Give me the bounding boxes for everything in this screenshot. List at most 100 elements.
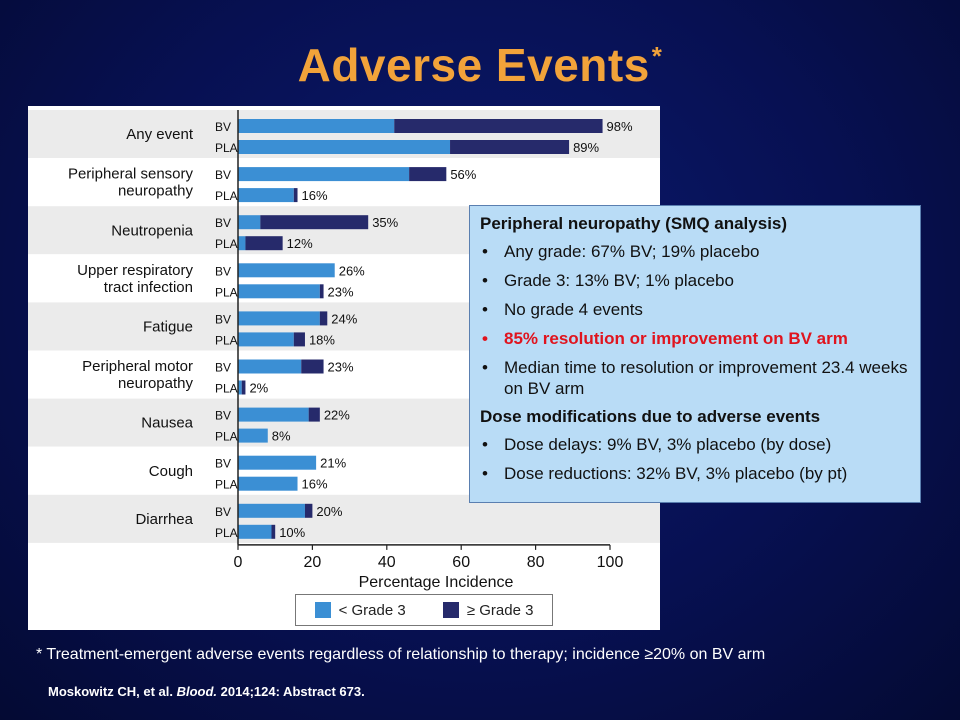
bar-segment [271,524,276,539]
legend-item-ge-grade3: ≥ Grade 3 [442,601,534,619]
citation-journal: Blood. [176,684,218,699]
data-label: 12% [287,236,313,251]
bar-segment [238,311,320,326]
data-label: 56% [450,167,476,182]
data-label: 35% [372,215,398,230]
neuropathy-bullet-item: No grade 4 events [480,299,910,320]
neuropathy-info-box: Peripheral neuropathy (SMQ analysis) Any… [469,205,921,503]
arm-label: BV [215,312,231,326]
info-heading-dose: Dose modifications due to adverse events [480,407,821,426]
x-tick-label: 100 [597,554,624,571]
data-label: 26% [339,263,365,278]
bar-segment [301,359,324,374]
arm-label: PLA [215,478,238,492]
category-label: Diarrhea [135,511,193,528]
data-label: 8% [272,429,291,444]
citation: Moskowitz CH, et al. Blood. 2014;124: Ab… [48,684,365,699]
category-label: Any event [126,126,194,143]
bar-segment [293,332,305,347]
data-label: 22% [324,408,350,423]
bar-segment [238,503,305,518]
x-axis-title: Percentage Incidence [359,574,514,591]
neuropathy-bullet-item: Any grade: 67% BV; 19% placebo [480,241,910,262]
arm-label: PLA [215,526,238,540]
category-label: Peripheral motor neuropathy [82,358,193,392]
data-label: 10% [279,525,305,540]
bar-segment [238,332,294,347]
title-asterisk: * [651,40,663,71]
data-label: 98% [607,119,633,134]
neuropathy-bullet-item: 85% resolution or improvement on BV arm [480,328,910,349]
bar-segment [450,140,570,154]
bar-segment [238,407,309,422]
bar-segment [238,188,294,203]
arm-label: PLA [215,141,238,155]
bar-segment [394,119,603,133]
bar-segment [245,236,283,251]
data-label: 89% [573,140,599,155]
bar-segment [319,284,324,299]
data-label: 23% [328,284,354,299]
data-label: 2% [249,381,268,396]
arm-label: PLA [215,333,238,347]
bar-segment [238,215,261,230]
arm-label: BV [215,168,231,182]
bar-segment [238,236,246,251]
dose-bullet-item: Dose delays: 9% BV, 3% placebo (by dose) [480,434,910,455]
data-label: 21% [320,456,346,471]
bar-segment [238,428,268,443]
arm-label: PLA [215,237,238,251]
category-label: Upper respiratory tract infection [77,262,193,296]
arm-label: BV [215,361,231,375]
arm-label: BV [215,505,231,519]
category-label: Neutropenia [111,222,193,239]
arm-label: PLA [215,430,238,444]
citation-details: 2014;124: Abstract 673. [220,684,365,699]
info-list-neuropathy: Any grade: 67% BV; 19% placebo Grade 3: 1… [480,241,910,399]
x-tick-label: 80 [527,554,545,571]
bar-segment [238,167,410,182]
bar-segment [308,407,320,422]
bar-segment [238,455,317,470]
arm-label: PLA [215,382,238,396]
bar-segment [319,311,328,326]
legend-swatch-ge-grade3 [442,602,459,618]
category-label: Cough [149,463,193,480]
footnote: * Treatment-emergent adverse events rega… [36,646,766,663]
bar-segment [260,215,369,230]
data-label: 16% [302,188,328,203]
citation-authors: Moskowitz CH, et al. [48,684,173,699]
bar-segment [238,476,298,491]
bar-segment [238,380,242,395]
arm-label: BV [215,264,231,278]
x-tick-label: 0 [234,554,243,571]
info-heading-neuropathy: Peripheral neuropathy (SMQ analysis) [480,214,788,233]
x-tick-label: 40 [378,554,396,571]
bar-segment [409,167,447,182]
data-label: 23% [328,360,354,375]
legend-label-ge-grade3: ≥ Grade 3 [466,601,534,619]
bar-segment [238,284,320,299]
bar-segment [241,380,246,395]
legend-label-lt-grade3: < Grade 3 [338,601,406,619]
row-background [28,158,660,207]
bar-segment [238,359,302,374]
data-label: 16% [302,477,328,492]
legend-swatch-lt-grade3 [314,602,331,618]
arm-label: BV [215,457,231,471]
arm-label: PLA [215,285,238,299]
bar-segment [238,140,451,154]
category-label: Peripheral sensory neuropathy [68,166,194,200]
x-tick-label: 60 [452,554,470,571]
legend-item-lt-grade3: < Grade 3 [314,601,406,619]
category-label: Fatigue [143,318,193,335]
arm-label: BV [215,120,231,134]
data-label: 18% [309,332,335,347]
info-list-dose: Dose delays: 9% BV, 3% placebo (by dose)… [480,434,910,484]
neuropathy-bullet-item: Grade 3: 13% BV; 1% placebo [480,270,910,291]
bar-segment [238,263,335,278]
bar-segment [238,119,395,133]
slide-title: Adverse Events* [0,38,960,92]
category-label: Nausea [141,415,193,432]
arm-label: BV [215,216,231,230]
